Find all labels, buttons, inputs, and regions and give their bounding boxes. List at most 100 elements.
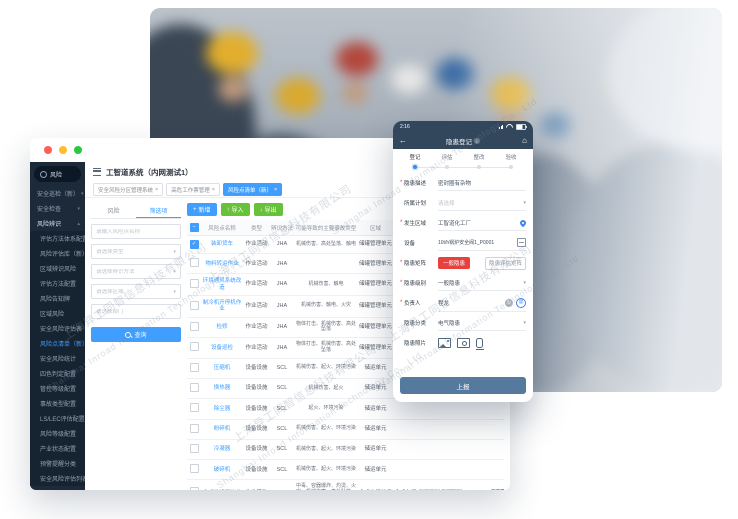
sidebar-item[interactable]: 安全风险评估列表 <box>30 471 85 486</box>
contact-icon[interactable]: @ <box>516 297 526 308</box>
close-icon[interactable]: × <box>273 186 278 193</box>
sidebar-item[interactable]: 安全巡检（新） ▾ <box>30 186 85 201</box>
step-assess[interactable]: 评估 <box>441 155 453 161</box>
sidebar-item[interactable]: 管控等级配置 <box>30 381 85 396</box>
risk-point-link[interactable]: 检修 <box>201 317 243 339</box>
search-button[interactable]: 查询 <box>91 327 181 342</box>
row-checkbox[interactable] <box>189 278 199 288</box>
plan-select[interactable]: 请选择 ▾ <box>438 196 526 211</box>
risk-point-link[interactable]: 换热器 <box>201 378 243 400</box>
home-icon[interactable]: ⌂ <box>522 136 527 145</box>
level-select[interactable]: 一般隐患 ▾ <box>438 276 526 291</box>
traffic-light-close-icon[interactable] <box>44 146 52 154</box>
row-checkbox[interactable] <box>189 321 199 331</box>
area-select[interactable]: ▾ <box>91 284 181 299</box>
row-checkbox[interactable] <box>189 382 199 392</box>
area-select-input[interactable] <box>96 288 174 295</box>
row-checkbox[interactable] <box>189 342 199 352</box>
risk-point-link[interactable]: 除尘器 <box>201 398 243 420</box>
sidebar-item[interactable]: 安全检查 ▾ <box>30 201 85 216</box>
row-checkbox[interactable] <box>189 403 199 413</box>
sidebar-item[interactable]: 区域辨识风险 <box>30 261 85 276</box>
row-checkbox[interactable] <box>189 258 199 267</box>
export-button[interactable]: ↓ 导出 <box>253 203 283 216</box>
assessment-record-button[interactable]: 评估记录 <box>441 488 462 490</box>
filter-tab-risk[interactable]: 风险 <box>107 209 120 215</box>
tab-chip[interactable]: 风险点清单（新） × <box>222 183 283 196</box>
cell-area: 储运单元 <box>358 419 393 440</box>
menu-icon[interactable] <box>93 168 101 176</box>
sidebar-item[interactable]: 安全风险统计 <box>30 351 85 366</box>
tab-chip[interactable]: 高危工作票管理 × <box>166 183 220 196</box>
select-all-checkbox[interactable]: − <box>189 223 199 232</box>
sidebar-item[interactable]: 评估方法体系配置 <box>30 231 85 246</box>
field-plan: 所属计划 请选择 ▾ <box>400 193 526 213</box>
sidebar-item[interactable]: 区域风险 <box>30 306 85 321</box>
row-checkbox[interactable] <box>189 362 199 372</box>
add-button[interactable]: + 新增 <box>187 203 217 216</box>
risk-point-link[interactable]: 环境通风系统改造 <box>201 273 243 296</box>
row-checkbox[interactable] <box>189 443 199 453</box>
risk-point-link[interactable]: 破碎机 <box>201 459 243 481</box>
row-checkbox[interactable] <box>189 423 199 433</box>
sidebar-item[interactable]: 安全风险评估表 <box>30 321 85 336</box>
traffic-light-zoom-icon[interactable] <box>74 146 82 154</box>
row-checkbox[interactable]: ✓ <box>189 240 199 249</box>
sidebar-item[interactable]: 风险等级配置 <box>30 426 85 441</box>
close-icon[interactable]: × <box>155 186 159 193</box>
sidebar-item[interactable]: 风险点清单（新） <box>30 336 85 351</box>
risk-name-input[interactable] <box>96 228 176 235</box>
sidebar-item[interactable]: 风险辨识 ▴ <box>30 216 85 231</box>
tab-chip[interactable]: 安全风险分区管理系统 × <box>93 183 164 196</box>
sidebar-item[interactable]: 事故类型配置 <box>30 396 85 411</box>
import-button[interactable]: ↑ 导入 <box>220 203 250 216</box>
traffic-light-minimize-icon[interactable] <box>59 146 67 154</box>
step-register[interactable]: 登记 <box>409 155 421 161</box>
method-select[interactable]: ▾ <box>91 264 181 279</box>
risk-point-link[interactable]: 合成检修工作业 <box>201 479 243 490</box>
refresh-icon[interactable]: ↻ <box>505 298 513 307</box>
hazard-desc-input[interactable]: 密封圈有杂物 <box>438 176 526 191</box>
risk-point-link[interactable]: 设备巡检 <box>201 337 243 359</box>
row-checkbox[interactable] <box>189 464 199 474</box>
category-select[interactable]: 电气隐患 ▾ <box>438 316 526 331</box>
sidebar-item[interactable]: LS/LEC评估配置 <box>30 411 85 426</box>
step-accept[interactable]: 验收 <box>505 155 517 161</box>
filter-tab-criteria[interactable]: 筛选项 <box>136 203 181 218</box>
image-icon[interactable] <box>438 338 451 348</box>
sidebar-item[interactable]: 评估方法配置 <box>30 276 85 291</box>
step-rectify[interactable]: 整改 <box>473 155 485 161</box>
risk-point-link[interactable]: 粉碎机 <box>201 419 243 440</box>
more-button[interactable]: 更多 <box>491 488 504 490</box>
sidebar-item[interactable]: 风险告知牌 <box>30 291 85 306</box>
camera-icon[interactable] <box>457 338 470 348</box>
sidebar-module-pill[interactable]: 风险 <box>34 166 81 182</box>
type-select[interactable]: ▾ <box>91 244 181 259</box>
control-measures-button[interactable]: 管控措施 <box>419 488 440 490</box>
sidebar-item[interactable]: 四色判定配置 <box>30 366 85 381</box>
risk-point-link[interactable]: 冷凝器 <box>201 439 243 461</box>
row-checkbox[interactable] <box>189 300 199 310</box>
mic-icon[interactable] <box>475 338 484 350</box>
dept-input[interactable] <box>96 308 176 315</box>
device-picker[interactable]: 10t/h锅炉安全阀1_P0001 <box>438 235 526 251</box>
risk-point-link[interactable]: 压缩机 <box>201 358 243 379</box>
info-icon[interactable]: i <box>474 138 480 144</box>
area-picker[interactable]: 工智道化工厂 <box>438 216 528 231</box>
back-icon[interactable]: ← <box>399 136 407 145</box>
matrix-eval-button[interactable]: 隐患评估矩阵 <box>484 256 526 270</box>
sidebar-item[interactable]: 预警提醒分类 <box>30 456 85 471</box>
location-icon[interactable] <box>518 218 528 227</box>
sidebar-item[interactable]: 风险评估库（新） <box>30 246 85 261</box>
risk-point-link[interactable]: 装卸货车 <box>201 235 243 254</box>
submit-button[interactable]: 上报 <box>400 377 526 394</box>
close-icon[interactable]: × <box>211 186 215 193</box>
sidebar-item[interactable]: 产业状态配置 <box>30 441 85 456</box>
scan-qr-icon[interactable] <box>517 238 526 247</box>
method-select-input[interactable] <box>96 268 174 275</box>
risk-point-link[interactable]: 制冷机开停机作业 <box>201 295 243 318</box>
risk-point-link[interactable]: 物料转运作业 <box>201 253 243 275</box>
row-checkbox[interactable] <box>189 487 199 490</box>
owner-picker[interactable]: 程龙 ↻ @ <box>438 295 526 312</box>
type-select-input[interactable] <box>96 248 174 255</box>
